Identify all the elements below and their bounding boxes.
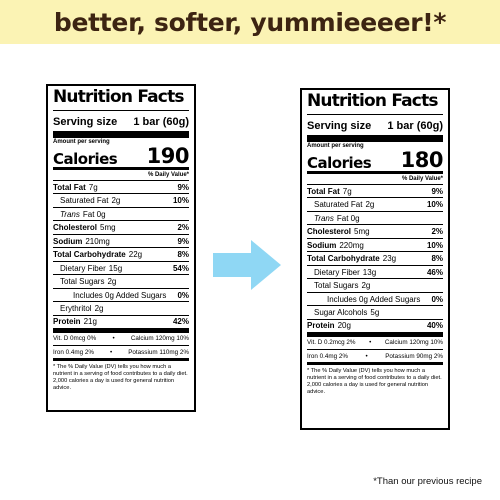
serving-size-value: 1 bar (60g) bbox=[133, 115, 189, 128]
serving-size-label: Serving size bbox=[307, 119, 372, 132]
daily-value-footnote: * The % Daily Value (DV) tells you how m… bbox=[53, 357, 189, 391]
daily-value-footnote: * The % Daily Value (DV) tells you how m… bbox=[307, 361, 443, 395]
nutrient-row-trans-fat: Trans Fat 0g bbox=[53, 208, 189, 222]
calories-value: 180 bbox=[400, 148, 444, 173]
serving-size-value: 1 bar (60g) bbox=[387, 119, 443, 132]
nutrient-row-total-fat: Total Fat 7g 9% bbox=[307, 185, 443, 199]
divider-medium bbox=[307, 171, 443, 175]
nutrient-row-sodium: Sodium 210mg 9% bbox=[53, 235, 189, 249]
serving-size-label: Serving size bbox=[53, 115, 118, 128]
calories-label: Calories bbox=[53, 150, 118, 169]
calories-row: Calories 190 bbox=[53, 144, 190, 169]
nutrient-row-dietary-fiber: Dietary Fiber 13g 46% bbox=[307, 266, 443, 280]
nutrient-row-protein: Protein 21g 42% bbox=[53, 316, 189, 333]
nutrient-row-total-carbohydrate: Total Carbohydrate 22g 8% bbox=[53, 248, 189, 262]
nutrient-row-cholesterol: Cholesterol 5mg 2% bbox=[307, 225, 443, 239]
nutrient-row-added-sugars: Includes 0g Added Sugars 0% bbox=[53, 289, 189, 303]
nutrient-row-dietary-fiber: Dietary Fiber 15g 54% bbox=[53, 262, 189, 276]
recipe-disclaimer: *Than our previous recipe bbox=[373, 476, 482, 487]
calories-value: 190 bbox=[146, 144, 190, 169]
right-arrow-icon bbox=[213, 240, 281, 290]
vitamin-row: Iron 0.4mg 2% • Potassium 90mg 2% bbox=[307, 352, 443, 360]
nutrient-row-saturated-fat: Saturated Fat 2g 10% bbox=[307, 198, 443, 212]
nutrient-row-trans-fat: Trans Fat 0g bbox=[307, 212, 443, 226]
nutrient-row-sodium: Sodium 220mg 10% bbox=[307, 239, 443, 253]
nutrient-row-total-sugars: Total Sugars 2g bbox=[53, 275, 189, 289]
calories-label: Calories bbox=[307, 154, 372, 173]
nutrition-facts-title: Nutrition Facts bbox=[307, 91, 443, 115]
nutrient-row-erythritol: Erythritol 2g bbox=[53, 302, 189, 316]
daily-value-header: % Daily Value* bbox=[53, 170, 189, 181]
vitamin-row: Vit. D 0.2mcg 2% • Calcium 120mg 10% bbox=[307, 337, 443, 350]
nutrient-row-sugar-alcohols: Sugar Alcohols 5g bbox=[307, 306, 443, 320]
nutrient-row-added-sugars: Includes 0g Added Sugars 0% bbox=[307, 293, 443, 307]
amount-per-serving: Amount per serving bbox=[307, 143, 364, 150]
vitamin-row: Vit. D 0mcg 0% • Calcium 120mg 10% bbox=[53, 333, 189, 346]
serving-size-row: Serving size 1 bar (60g) bbox=[307, 120, 443, 133]
nutrition-facts-title: Nutrition Facts bbox=[53, 87, 189, 111]
nutrient-row-protein: Protein 20g 40% bbox=[307, 320, 443, 337]
nutrient-row-total-fat: Total Fat 7g 9% bbox=[53, 181, 189, 195]
headline-text: better, softer, yummieeeer!* bbox=[53, 7, 447, 37]
divider-thick bbox=[53, 131, 189, 139]
vitamin-row: Iron 0.4mg 2% • Potassium 110mg 2% bbox=[53, 348, 189, 356]
nutrition-panel-previous: Nutrition Facts Serving size 1 bar (60g)… bbox=[46, 84, 196, 412]
nutrient-row-total-carbohydrate: Total Carbohydrate 23g 8% bbox=[307, 252, 443, 266]
daily-value-header: % Daily Value* bbox=[307, 174, 443, 185]
headline-banner: better, softer, yummieeeer!* bbox=[0, 0, 500, 44]
serving-size-row: Serving size 1 bar (60g) bbox=[53, 116, 189, 129]
nutrient-row-total-sugars: Total Sugars 2g bbox=[307, 279, 443, 293]
calories-row: Calories 180 bbox=[307, 148, 444, 173]
nutrient-row-saturated-fat: Saturated Fat 2g 10% bbox=[53, 194, 189, 208]
divider-thick bbox=[307, 135, 443, 143]
divider-medium bbox=[53, 167, 189, 171]
nutrition-panel-current: Nutrition Facts Serving size 1 bar (60g)… bbox=[300, 88, 450, 430]
amount-per-serving: Amount per serving bbox=[53, 139, 110, 146]
nutrient-row-cholesterol: Cholesterol 5mg 2% bbox=[53, 221, 189, 235]
